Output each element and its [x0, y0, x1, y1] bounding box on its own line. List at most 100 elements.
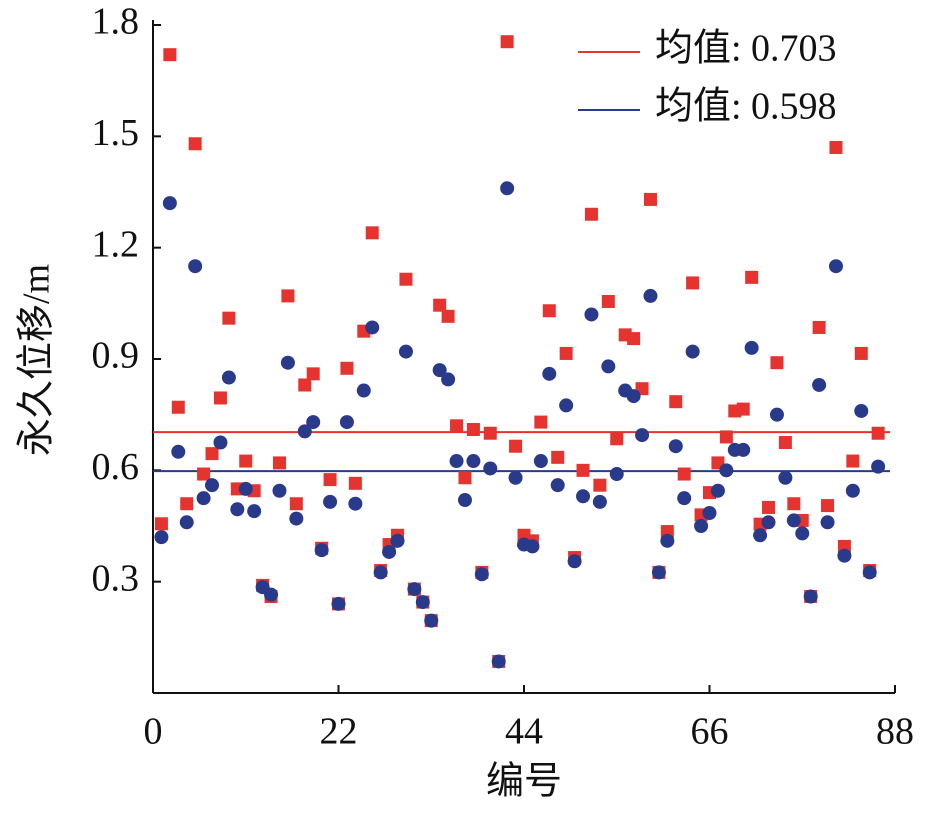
point — [281, 289, 295, 303]
point — [509, 439, 523, 453]
point — [786, 513, 801, 528]
point — [787, 497, 801, 511]
point — [668, 439, 683, 454]
point — [651, 565, 666, 580]
point — [871, 426, 885, 440]
point — [188, 137, 202, 151]
point — [854, 346, 868, 360]
point — [213, 435, 228, 450]
point — [348, 476, 362, 490]
point — [770, 356, 784, 370]
point — [592, 494, 607, 509]
point — [845, 483, 860, 498]
point — [205, 478, 220, 493]
point — [820, 515, 835, 530]
point — [163, 48, 177, 62]
point — [744, 340, 759, 355]
point — [601, 294, 615, 308]
point — [230, 502, 245, 517]
legend-label: 均值: 0.598 — [655, 86, 837, 128]
point — [474, 567, 489, 582]
point — [803, 589, 818, 604]
point — [762, 500, 776, 514]
point — [745, 270, 759, 284]
point — [298, 378, 312, 392]
x-tick-label: 44 — [505, 711, 543, 753]
point — [862, 565, 877, 580]
point — [559, 346, 573, 360]
x-tick-label: 88 — [876, 711, 914, 753]
point — [719, 430, 733, 444]
legend-label: 均值: 0.703 — [655, 28, 837, 70]
x-tick-label: 66 — [691, 711, 729, 753]
point — [812, 377, 827, 392]
point — [669, 395, 683, 409]
x-tick-label: 22 — [320, 711, 358, 753]
point — [635, 428, 650, 443]
point — [331, 596, 346, 611]
point — [432, 363, 447, 378]
y-tick-label: 1.2 — [92, 223, 140, 265]
point — [609, 467, 624, 482]
point — [542, 304, 556, 318]
point — [828, 259, 843, 274]
point — [323, 473, 337, 487]
point — [441, 372, 456, 387]
point — [736, 402, 750, 416]
point — [306, 367, 320, 381]
point — [778, 436, 792, 449]
point — [677, 467, 691, 481]
point — [365, 320, 380, 335]
point — [323, 494, 338, 509]
point — [559, 398, 574, 413]
y-tick-label: 0.3 — [92, 557, 140, 599]
point — [339, 415, 354, 430]
x-axis-label: 编号 — [486, 761, 562, 803]
point — [356, 383, 371, 398]
point — [239, 454, 253, 468]
point — [778, 470, 793, 485]
point — [466, 423, 480, 437]
point — [626, 389, 641, 404]
point — [500, 35, 514, 49]
point — [769, 407, 784, 422]
point — [171, 444, 186, 459]
point — [289, 511, 304, 526]
point — [205, 447, 219, 461]
point — [753, 528, 768, 543]
point — [533, 454, 548, 469]
y-tick-label: 1.5 — [92, 112, 140, 154]
point — [576, 489, 591, 504]
point — [795, 526, 810, 541]
point — [483, 461, 498, 476]
point — [179, 515, 194, 530]
point — [812, 320, 826, 334]
point — [272, 483, 287, 498]
point — [551, 450, 565, 464]
point — [576, 463, 590, 477]
point — [348, 496, 363, 511]
point — [289, 497, 303, 511]
point — [407, 582, 422, 597]
point — [710, 483, 725, 498]
point — [829, 140, 843, 154]
point — [534, 415, 548, 429]
point — [584, 207, 598, 221]
point — [601, 359, 616, 374]
point — [264, 587, 279, 602]
point — [449, 454, 464, 469]
point — [500, 181, 515, 196]
point — [550, 478, 565, 493]
point — [660, 533, 675, 548]
point — [197, 467, 211, 481]
point — [542, 366, 557, 381]
point — [365, 226, 379, 240]
point — [627, 332, 641, 346]
point — [458, 471, 472, 485]
point — [433, 298, 447, 312]
point — [610, 432, 624, 446]
y-tick-label: 1.8 — [92, 1, 140, 43]
point — [196, 491, 211, 506]
point — [180, 497, 194, 511]
